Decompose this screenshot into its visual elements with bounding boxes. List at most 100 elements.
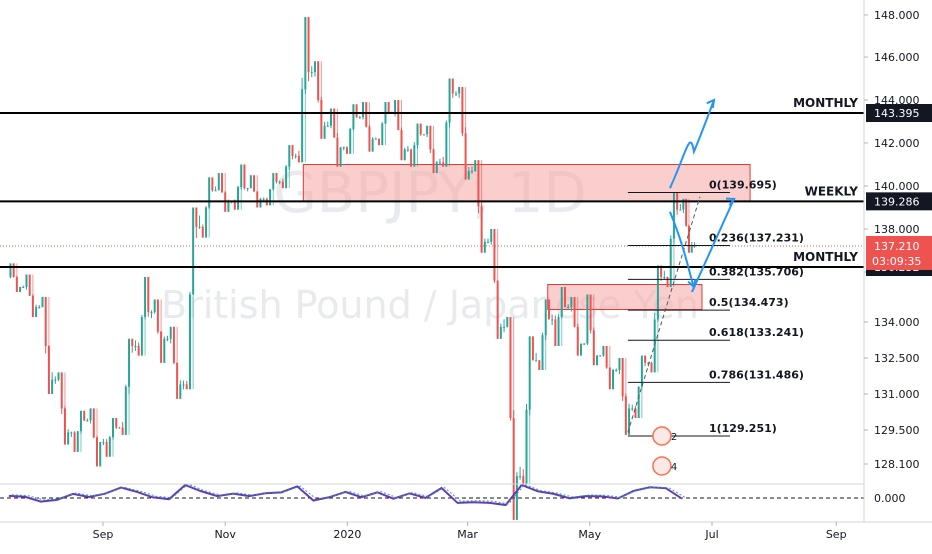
candle-body [682,198,685,210]
candle-body [362,102,365,118]
candle-body [179,384,182,399]
fibonacci-layer: 0(139.695) 0.236(137.231) 0.382(135.706) 0.… [627,179,804,437]
candle-body [406,149,409,151]
candle-body [227,201,230,212]
candle-body [483,241,486,253]
candle-body [509,317,512,418]
candle-body [458,87,461,94]
oscillator-tick-label: 0.000 [874,492,906,505]
price-tick-label: 132.500 [874,352,920,365]
candle-body [115,418,118,428]
candle-body [204,207,207,238]
candle-body [269,189,272,206]
candle-body [429,125,432,150]
candle-body [358,117,361,119]
candle-body [294,155,297,157]
candle-body [365,102,368,127]
candle-body [413,145,416,167]
price-badge-label: 139.286 [874,195,920,208]
price-tick-label: 144.000 [874,94,920,107]
supply-demand-zone [302,164,751,202]
candle-body [506,317,509,327]
candle-body [487,241,490,243]
event-marker-count: 4 [671,462,677,473]
axis-layer: 148.000 146.000 144.000 142.000 140.000 138.0… [0,0,932,541]
candle-body [371,138,374,152]
candle-body [220,173,223,193]
candle-body [163,338,166,363]
candle-body [217,173,220,191]
candle-body [374,138,377,140]
price-tick-label: 142.000 [874,137,920,150]
candle-body [41,297,44,307]
candle-body [188,294,191,390]
candle-body [547,299,550,320]
arrow-head [687,278,697,289]
candle-body [99,442,102,467]
price-badge [866,192,932,211]
candle-body [631,408,634,410]
candle-body [499,326,502,339]
candle-body [317,61,320,100]
candle-body [70,432,73,434]
candle-body [121,427,124,435]
candle-body [612,370,615,390]
time-tick-label: May [578,528,601,541]
candle-body [381,123,384,146]
projection-arrow-path [691,198,735,293]
candle-body [596,355,599,366]
candle-body [134,346,137,347]
price-tick-label: 138.000 [874,223,920,236]
candle-body [454,93,457,95]
candle-body [669,238,672,287]
candle-body [249,175,252,189]
trend-line [627,196,701,433]
fib-level-label: 0.5(134.473) [709,296,789,309]
candle-body [73,432,76,452]
candle-body [278,181,281,183]
level-label: MONTHLY [793,250,858,264]
projection-arrow-path [669,99,715,189]
price-tick-label: 134.000 [874,316,920,329]
fib-level-label: 1(129.251) [709,422,777,435]
candle-body [195,207,198,227]
level-label: MONTHLY [793,96,858,110]
candle-body [647,362,650,364]
candle-body [246,188,249,190]
levels-layer: MONTHLY WEEKLY MONTHLY [0,96,864,269]
candle-body [535,360,538,362]
candle-body [503,326,506,328]
candle-body [185,384,188,390]
candle-body [89,408,92,421]
supply-demand-zone [547,284,703,310]
candle-body [403,149,406,161]
candle-body [323,125,326,139]
candle-body [397,100,400,131]
fib-level-label: 0.786(131.486) [709,368,804,381]
candle-body [307,17,310,73]
candle-body [471,170,474,172]
candle-body [467,170,470,180]
candle-body [602,346,605,356]
time-tick-label: 2020 [333,528,361,541]
price-badge-label: 143.395 [874,107,920,120]
candle-body [589,294,592,331]
candle-body [243,164,246,189]
candle-body [554,319,557,346]
candle-body [44,297,47,346]
candle-body [76,431,79,452]
candle-body [557,317,560,346]
candle-body [102,442,105,444]
candle-body [663,277,666,278]
event-marker-icon [652,456,672,476]
candle-body [285,166,288,189]
candle-body [438,162,441,164]
candle-body [166,338,169,340]
candle-body [28,274,31,296]
candle-body [490,229,493,242]
candle-body [297,155,300,163]
candle-body [92,408,95,438]
candle-body [618,358,621,370]
